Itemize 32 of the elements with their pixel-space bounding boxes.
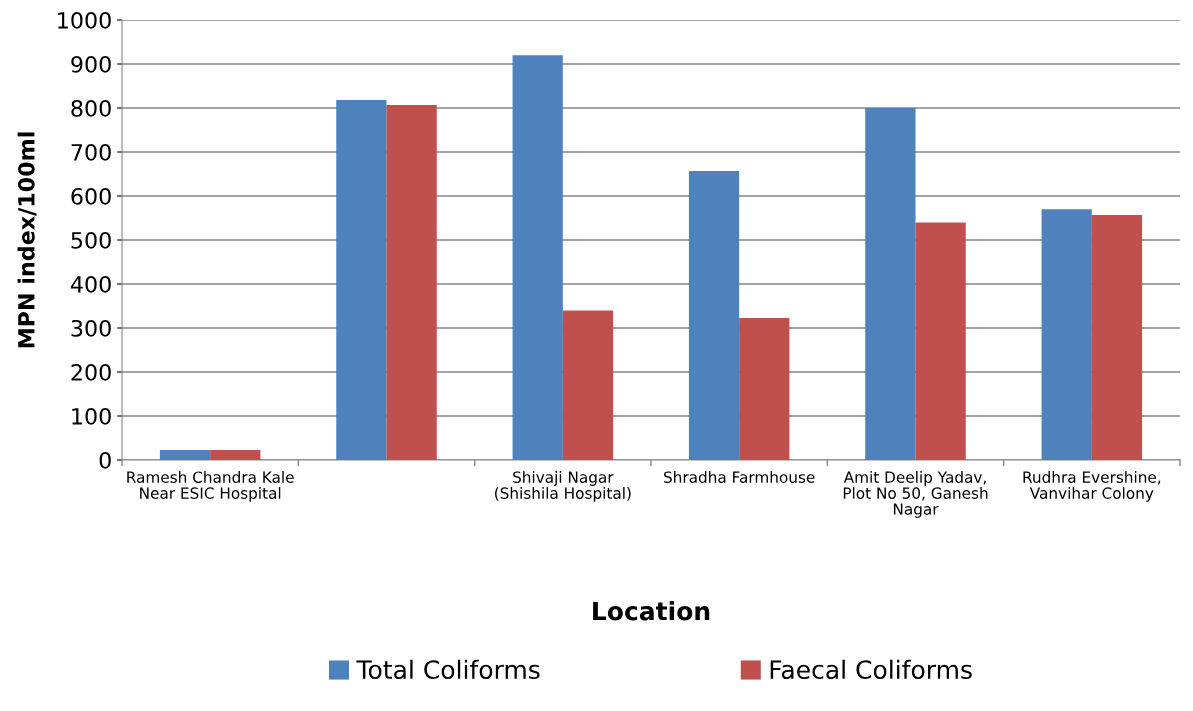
y-tick-label: 600 [71,187,111,205]
x-tick-label: Rudhra Evershine, Vanvihar Colony [1023,471,1161,502]
y-tick-label: 0 [99,451,111,469]
x-axis-title: Location [593,601,710,621]
y-tick-label: 200 [71,363,111,381]
bar [562,310,614,460]
y-tick-label: 500 [71,231,111,249]
bar [336,100,387,460]
bar [915,222,966,460]
bar [210,449,261,460]
x-tick-label: Ramesh Chandra Kale Near ESIC Hospital [127,471,294,502]
legend-label: Total Coliforms [356,659,540,680]
y-tick-label: 1000 [58,11,111,29]
y-tick-label: 800 [71,99,111,117]
legend-label: Faecal Coliforms [770,659,972,680]
bar [739,317,790,460]
bar [386,104,437,460]
bar [1041,209,1092,460]
y-tick-label: 700 [71,143,111,161]
bar [865,108,916,460]
bar [512,55,563,460]
bar [688,170,740,460]
y-tick-label: 900 [71,55,111,73]
bar [159,449,211,460]
y-tick-label: 400 [70,275,111,293]
y-axis-title: MPN index/100ml [17,132,37,348]
y-tick-label: 300 [71,319,111,337]
x-tick-label: Shivaji Nagar (Shishila Hospital) [495,471,631,502]
x-tick-label: Shradha Farmhouse [664,471,815,483]
x-tick-label: Amit Deelip Yadav, Plot No 50, Ganesh Nagar [843,471,988,518]
y-tick-label: 100 [72,407,111,425]
bar [1091,214,1143,460]
